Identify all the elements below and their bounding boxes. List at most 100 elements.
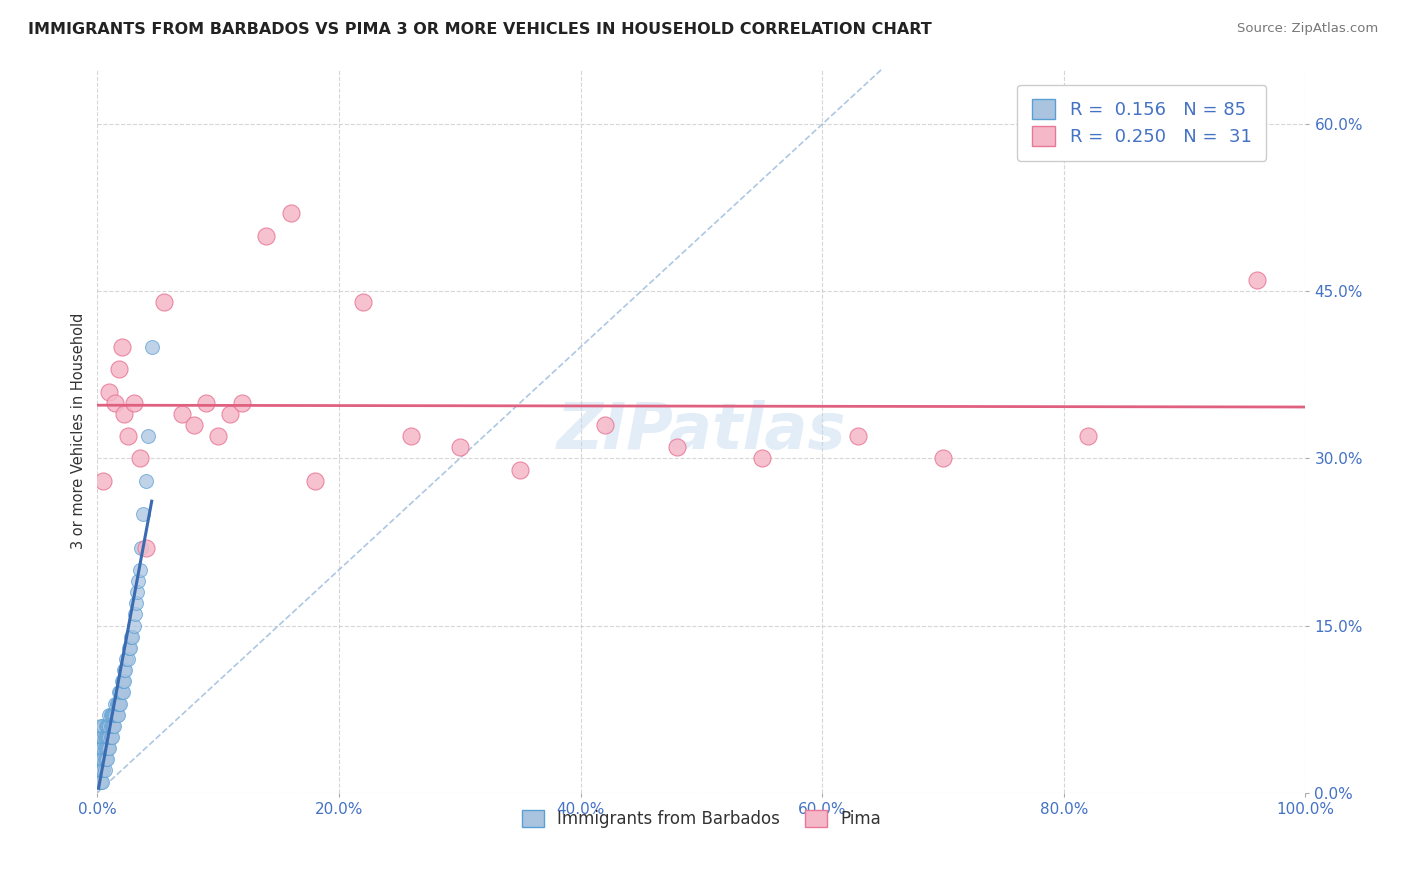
Point [751, 451, 773, 466]
Point [127, 585, 149, 599]
Point [1246, 273, 1268, 287]
Point [104, 697, 127, 711]
Point [118, 640, 141, 655]
Point [135, 541, 157, 555]
Point [97, 730, 120, 744]
Text: ZIPatlas: ZIPatlas [557, 400, 846, 461]
Point [87, 752, 110, 766]
Point [105, 707, 128, 722]
Point [231, 395, 253, 409]
Point [100, 719, 122, 733]
Point [122, 395, 145, 409]
Point [110, 340, 132, 354]
Point [170, 407, 193, 421]
Point [1077, 429, 1099, 443]
Point [110, 697, 132, 711]
Point [108, 685, 131, 699]
Point [93, 741, 115, 756]
Legend: Immigrants from Barbados, Pima: Immigrants from Barbados, Pima [516, 804, 887, 835]
Point [94, 730, 117, 744]
Point [108, 697, 131, 711]
Point [107, 707, 129, 722]
Point [141, 340, 163, 354]
Point [98, 730, 121, 744]
Point [91, 730, 114, 744]
Point [112, 407, 135, 421]
Point [110, 685, 132, 699]
Point [135, 474, 157, 488]
Point [105, 697, 128, 711]
Point [112, 674, 135, 689]
Point [101, 707, 124, 722]
Point [195, 395, 218, 409]
Point [207, 429, 229, 443]
Point [90, 774, 112, 789]
Point [104, 395, 127, 409]
Point [97, 741, 120, 756]
Point [93, 730, 115, 744]
Point [93, 474, 115, 488]
Point [94, 741, 117, 756]
Point [93, 764, 115, 778]
Point [94, 719, 117, 733]
Point [100, 730, 122, 744]
Point [93, 719, 115, 733]
Point [132, 507, 155, 521]
Text: IMMIGRANTS FROM BARBADOS VS PIMA 3 OR MORE VEHICLES IN HOUSEHOLD CORRELATION CHA: IMMIGRANTS FROM BARBADOS VS PIMA 3 OR MO… [28, 22, 932, 37]
Point [89, 774, 111, 789]
Point [219, 407, 242, 421]
Point [90, 764, 112, 778]
Point [108, 362, 131, 376]
Point [98, 707, 121, 722]
Point [136, 429, 159, 443]
Point [89, 741, 111, 756]
Point [97, 719, 120, 733]
Point [121, 630, 143, 644]
Point [101, 719, 124, 733]
Point [90, 741, 112, 756]
Point [256, 228, 278, 243]
Point [124, 607, 146, 622]
Point [96, 730, 118, 744]
Point [96, 752, 118, 766]
Point [101, 707, 124, 722]
Point [94, 752, 117, 766]
Point [101, 719, 124, 733]
Point [120, 630, 142, 644]
Point [125, 596, 148, 610]
Point [304, 474, 326, 488]
Y-axis label: 3 or more Vehicles in Household: 3 or more Vehicles in Household [72, 312, 86, 549]
Point [666, 440, 689, 454]
Point [93, 764, 115, 778]
Point [93, 730, 115, 744]
Point [183, 417, 205, 432]
Point [114, 663, 136, 677]
Point [401, 429, 423, 443]
Point [91, 752, 114, 766]
Point [110, 674, 132, 689]
Point [91, 774, 114, 789]
Point [117, 652, 139, 666]
Point [96, 719, 118, 733]
Point [87, 764, 110, 778]
Point [98, 384, 121, 399]
Point [98, 741, 121, 756]
Point [90, 730, 112, 744]
Point [118, 640, 141, 655]
Point [101, 730, 124, 744]
Point [104, 707, 127, 722]
Point [593, 417, 616, 432]
Point [128, 563, 150, 577]
Point [112, 663, 135, 677]
Point [117, 429, 139, 443]
Point [449, 440, 471, 454]
Point [280, 206, 302, 220]
Point [103, 707, 125, 722]
Point [122, 618, 145, 632]
Point [100, 707, 122, 722]
Point [90, 752, 112, 766]
Point [848, 429, 870, 443]
Point [107, 697, 129, 711]
Point [111, 685, 134, 699]
Point [111, 674, 134, 689]
